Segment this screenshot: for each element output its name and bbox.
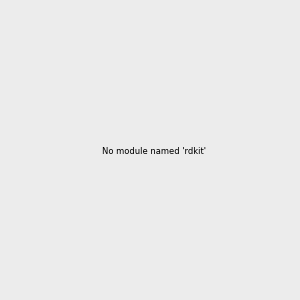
- Text: No module named 'rdkit': No module named 'rdkit': [102, 147, 206, 156]
